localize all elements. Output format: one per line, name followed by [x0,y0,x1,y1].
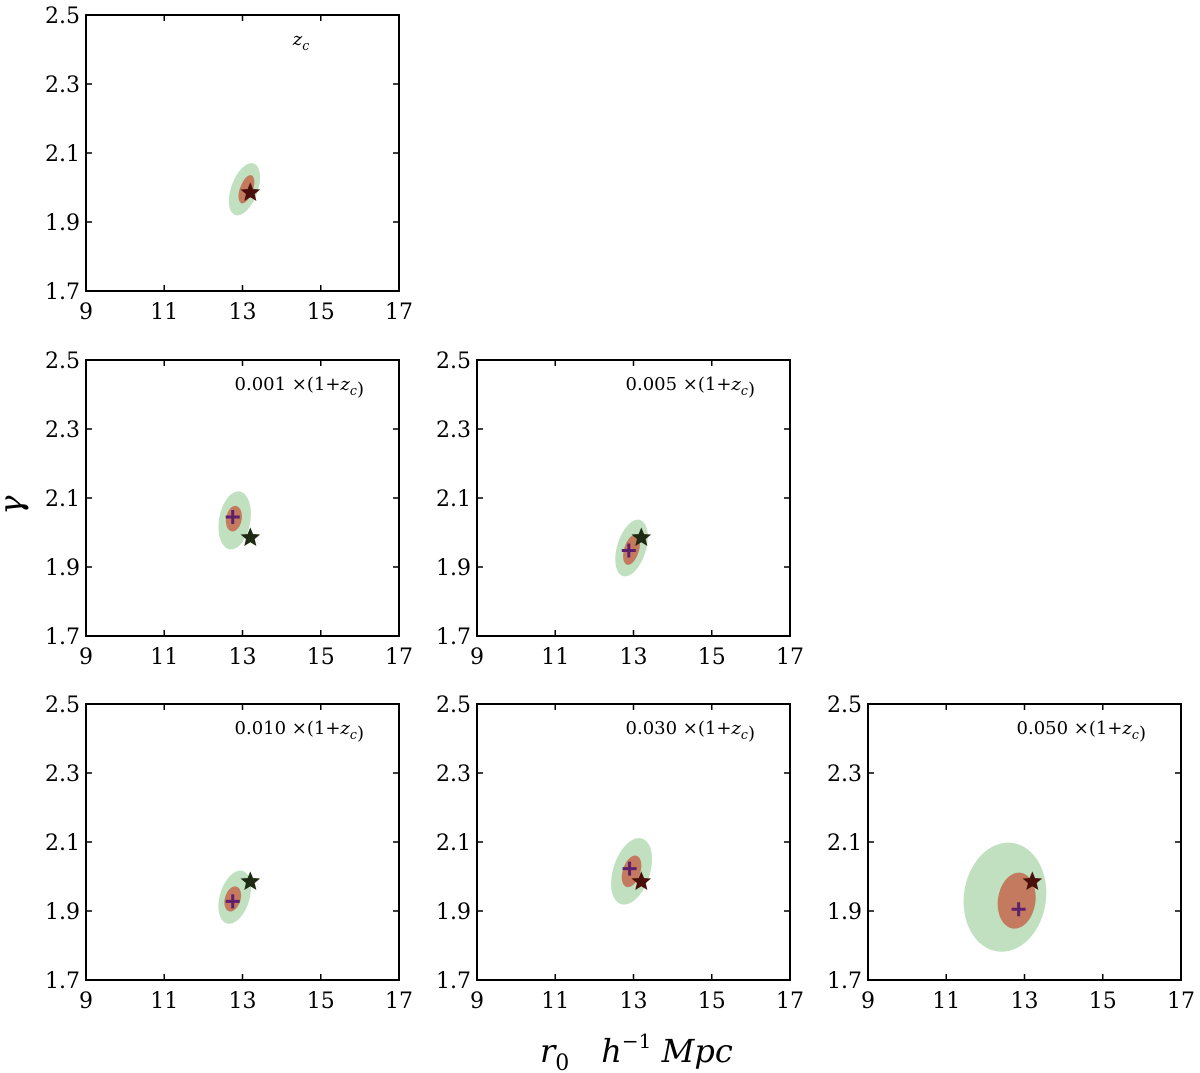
star-marker [631,527,652,547]
x-tick-label: 11 [541,645,569,670]
x-tick-label: 13 [229,989,257,1014]
panel-label: 0.005 ×(1+zc) [626,374,755,400]
x-tick-label: 15 [698,645,726,670]
y-tick-label: 1.7 [827,969,862,994]
x-tick-label: 15 [698,989,726,1014]
y-tick-label: 2.1 [45,831,80,856]
plot-area [611,838,653,905]
x-tick-label: 11 [150,989,178,1014]
x-tick-label: 9 [470,645,484,670]
y-tick-label: 2.5 [45,4,80,29]
x-tick-label: 17 [776,645,804,670]
panel-label: 0.030 ×(1+zc) [626,718,755,744]
panel-label: 0.001 ×(1+zc) [235,374,364,400]
plot-area [228,163,261,216]
y-tick-label: 1.7 [45,280,80,305]
panels-group: 9 11 13 15 17 1.7 1.9 2.1 2.3 2.5 zc 9 11 13 15 17 1.7 1.… [45,4,1195,1014]
y-tick-label: 1.7 [436,625,471,650]
y-tick-label: 2.5 [45,349,80,374]
y-tick-label: 2.3 [827,762,862,787]
x-tick-label: 13 [229,300,257,325]
y-tick-label: 1.9 [436,900,471,925]
x-tick-label: 11 [150,645,178,670]
star-marker [240,527,261,547]
plot-area [218,491,261,550]
panel-4: 9 11 13 15 17 1.7 1.9 2.1 2.3 2.5 0.010 ×(1+zc) [45,693,413,1014]
plot-area [615,519,652,577]
plus-marker [1011,902,1026,917]
y-tick-label: 2.3 [436,762,471,787]
star-marker [240,182,261,202]
x-tick-label: 17 [385,989,413,1014]
x-tick-label: 11 [541,989,569,1014]
x-tick-label: 15 [307,645,335,670]
x-tick-label: 17 [385,300,413,325]
x-tick-label: 17 [776,989,804,1014]
plot-area [218,870,261,924]
y-tick-label: 2.1 [436,831,471,856]
x-tick-label: 17 [1167,989,1195,1014]
y-tick-label: 2.1 [45,487,80,512]
plus-marker [621,543,636,558]
plot-area [963,842,1047,952]
y-tick-label: 1.7 [45,625,80,650]
x-tick-label: 11 [932,989,960,1014]
panel-5: 9 11 13 15 17 1.7 1.9 2.1 2.3 2.5 0.030 ×(1+zc) [436,693,804,1014]
y-tick-label: 1.9 [45,900,80,925]
star-marker [631,871,652,891]
plus-marker [225,509,240,524]
axes-frame [85,703,400,981]
panel-label: 0.010 ×(1+zc) [235,718,364,744]
x-tick-label: 13 [1011,989,1039,1014]
star-marker [240,871,261,891]
y-tick-label: 2.1 [827,831,862,856]
y-tick-label: 2.5 [436,349,471,374]
panel-3: 9 11 13 15 17 1.7 1.9 2.1 2.3 2.5 0.005 ×(1+zc) [436,349,804,670]
x-tick-label: 13 [229,645,257,670]
y-tick-label: 2.5 [45,693,80,718]
y-tick-label: 1.9 [45,556,80,581]
panel-label: zc [292,29,310,53]
x-tick-label: 17 [385,645,413,670]
inner-contour [997,872,1036,929]
y-tick-label: 2.3 [45,73,80,98]
y-tick-label: 2.3 [45,418,80,443]
x-tick-label: 15 [1089,989,1117,1014]
y-tick-label: 1.9 [436,556,471,581]
x-axis-label: r0 h−1 Mpc [540,1029,733,1073]
y-axis-label: γ [0,495,30,515]
x-tick-label: 15 [307,300,335,325]
panel-6: 9 11 13 15 17 1.7 1.9 2.1 2.3 2.5 0.050 ×(1+zc) [827,693,1195,1014]
x-tick-label: 13 [620,645,648,670]
panel-2: 9 11 13 15 17 1.7 1.9 2.1 2.3 2.5 0.001 ×(1+zc) [45,349,413,670]
x-tick-label: 9 [470,989,484,1014]
panel-label: 0.050 ×(1+zc) [1017,718,1146,744]
x-tick-label: 13 [620,989,648,1014]
y-tick-label: 2.3 [45,762,80,787]
y-tick-label: 2.5 [827,693,862,718]
panel-1: 9 11 13 15 17 1.7 1.9 2.1 2.3 2.5 zc [45,4,413,325]
y-tick-label: 1.9 [45,211,80,236]
x-tick-label: 9 [79,300,93,325]
y-tick-label: 2.1 [45,142,80,167]
y-tick-label: 2.5 [436,693,471,718]
axes-frame [85,14,400,292]
x-tick-label: 11 [150,300,178,325]
axes-frame [476,359,791,637]
x-tick-label: 9 [79,989,93,1014]
plus-marker [622,861,637,876]
y-tick-label: 2.3 [436,418,471,443]
y-tick-label: 2.1 [436,487,471,512]
y-tick-label: 1.7 [45,969,80,994]
x-tick-label: 9 [79,645,93,670]
y-tick-label: 1.7 [436,969,471,994]
star-marker [1022,871,1043,891]
x-tick-label: 15 [307,989,335,1014]
y-tick-label: 1.9 [827,900,862,925]
plus-marker [225,894,240,909]
x-tick-label: 9 [861,989,875,1014]
